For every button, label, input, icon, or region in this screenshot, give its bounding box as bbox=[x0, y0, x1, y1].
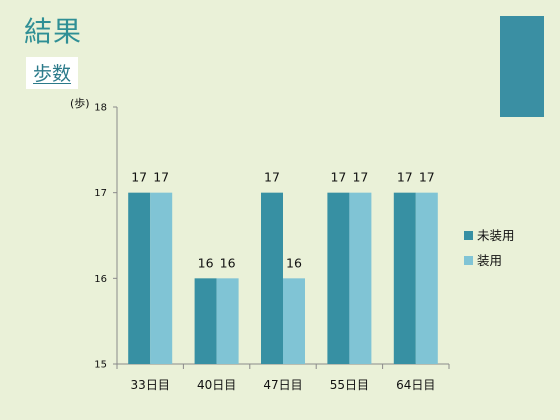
data-label: 17 bbox=[352, 170, 368, 185]
x-tick-label: 64日目 bbox=[396, 378, 435, 392]
data-label: 17 bbox=[131, 170, 147, 185]
x-tick-label: 40日目 bbox=[197, 378, 236, 392]
legend-label: 装用 bbox=[477, 253, 502, 268]
legend-swatch bbox=[464, 256, 473, 265]
y-tick-label: 18 bbox=[94, 103, 107, 114]
data-label: 16 bbox=[286, 255, 302, 270]
data-label: 16 bbox=[198, 255, 214, 270]
legend-swatch bbox=[464, 231, 473, 240]
y-axis-label: (歩) bbox=[70, 96, 90, 110]
data-label: 17 bbox=[419, 170, 435, 185]
bar-series1 bbox=[393, 192, 416, 364]
data-label: 17 bbox=[264, 170, 280, 185]
y-tick-label: 16 bbox=[94, 274, 107, 285]
bar-series2 bbox=[283, 278, 305, 364]
bar-series1 bbox=[128, 192, 151, 364]
bar-series2 bbox=[150, 192, 173, 364]
bar-series2 bbox=[349, 192, 372, 364]
y-tick-label: 17 bbox=[94, 188, 107, 199]
x-tick-label: 47日目 bbox=[263, 378, 302, 392]
data-label: 17 bbox=[330, 170, 346, 185]
data-label: 17 bbox=[153, 170, 169, 185]
bar-series2 bbox=[216, 278, 239, 364]
legend-label: 未装用 bbox=[477, 228, 515, 243]
bar-series2 bbox=[415, 192, 438, 364]
decorative-accent-block bbox=[500, 16, 544, 117]
bar-series1 bbox=[194, 278, 217, 364]
y-tick-label: 15 bbox=[94, 360, 107, 371]
slide-subtitle: 歩数 bbox=[26, 57, 79, 89]
bar-series1 bbox=[327, 192, 350, 364]
data-label: 17 bbox=[397, 170, 413, 185]
slide-title: 結果 bbox=[24, 15, 83, 48]
x-tick-label: 33日目 bbox=[131, 378, 170, 392]
bar-series1 bbox=[261, 192, 283, 364]
data-label: 16 bbox=[220, 255, 236, 270]
x-tick-label: 55日目 bbox=[330, 378, 369, 392]
